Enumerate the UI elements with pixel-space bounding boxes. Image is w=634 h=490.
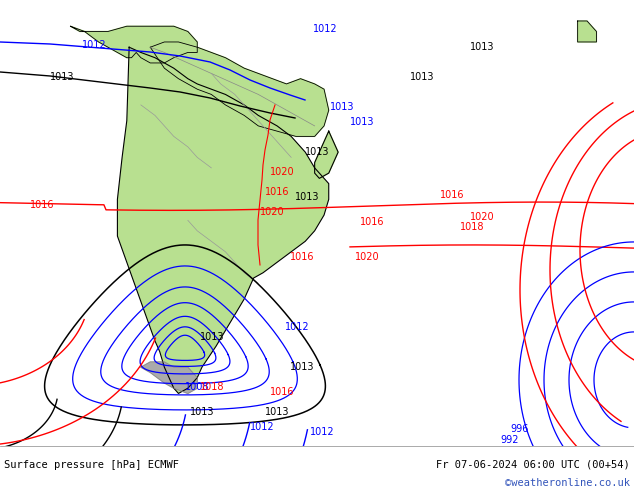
- Polygon shape: [314, 131, 338, 178]
- Polygon shape: [70, 26, 197, 63]
- Polygon shape: [117, 47, 329, 393]
- Text: 1008: 1008: [185, 382, 209, 392]
- Text: 1012: 1012: [285, 322, 309, 332]
- Text: 1013: 1013: [200, 332, 224, 342]
- Text: Surface pressure [hPa] ECMWF: Surface pressure [hPa] ECMWF: [4, 460, 179, 470]
- Text: 1013: 1013: [295, 192, 320, 202]
- Polygon shape: [141, 362, 197, 393]
- Text: ©weatheronline.co.uk: ©weatheronline.co.uk: [505, 478, 630, 488]
- Text: 1016: 1016: [270, 387, 295, 397]
- Text: 1020: 1020: [260, 207, 285, 217]
- Text: 1013: 1013: [265, 407, 290, 417]
- Text: 1020: 1020: [470, 212, 495, 222]
- Text: 1016: 1016: [360, 217, 384, 227]
- Text: 1013: 1013: [190, 407, 214, 417]
- Text: 1013: 1013: [470, 42, 495, 52]
- Text: 1018: 1018: [200, 382, 224, 392]
- Text: 1013: 1013: [330, 102, 354, 112]
- Text: 1016: 1016: [30, 200, 55, 210]
- Text: 1018: 1018: [460, 222, 484, 232]
- Text: 1020: 1020: [355, 252, 380, 262]
- Text: 1013: 1013: [50, 72, 75, 82]
- Text: 1013: 1013: [290, 362, 314, 372]
- Text: 1013: 1013: [305, 147, 330, 157]
- Text: 1012: 1012: [82, 40, 107, 50]
- Polygon shape: [150, 42, 329, 136]
- Text: 992: 992: [500, 435, 519, 445]
- Text: 1013: 1013: [410, 72, 434, 82]
- Polygon shape: [578, 21, 597, 42]
- Text: 1013: 1013: [350, 117, 375, 127]
- Text: Fr 07-06-2024 06:00 UTC (00+54): Fr 07-06-2024 06:00 UTC (00+54): [436, 460, 630, 470]
- Text: 1012: 1012: [250, 422, 275, 432]
- Text: 996: 996: [510, 424, 528, 434]
- Text: 1020: 1020: [270, 167, 295, 177]
- Text: 1012: 1012: [313, 24, 338, 34]
- Text: 1016: 1016: [290, 252, 314, 262]
- Text: 1016: 1016: [440, 190, 465, 200]
- Text: 1016: 1016: [265, 187, 290, 197]
- Text: 1012: 1012: [310, 427, 335, 437]
